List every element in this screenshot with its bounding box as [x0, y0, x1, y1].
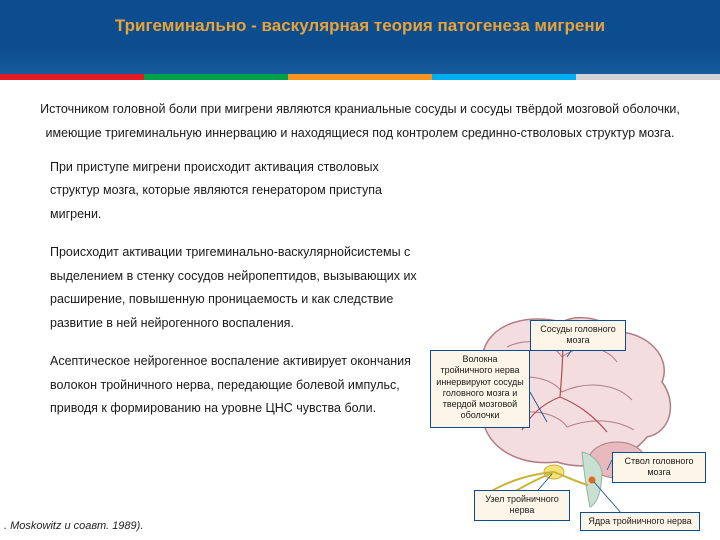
bullet-text: При приступе мигрени происходит активаци…: [50, 160, 382, 222]
stripe-seg: [288, 74, 432, 80]
bullet-item: Асептическое нейрогенное воспаление акти…: [38, 350, 423, 421]
stripe-seg: [576, 74, 720, 80]
label-fibers: Волокна тройничного нерва иннервируют со…: [430, 350, 530, 428]
bullet-item: При приступе мигрени происходит активаци…: [38, 156, 423, 227]
stripe-seg: [144, 74, 288, 80]
bullet-item: Происходит активации тригеминально-васку…: [38, 241, 423, 336]
label-vessels: Сосуды головного мозга: [530, 320, 626, 351]
slide-header: Тригеминально - васкулярная теория патог…: [0, 0, 720, 80]
label-ganglion: Узел тройничного нерва: [474, 490, 570, 521]
intro-text: Источником головной боли при мигрени явл…: [28, 98, 692, 146]
stripe-seg: [0, 74, 144, 80]
citation-text: . Moskowitz и соавт. 1989).: [4, 520, 143, 532]
slide-title: Тригеминально - васкулярная теория патог…: [115, 16, 605, 36]
color-stripe: [0, 74, 720, 80]
bullet-list: При приступе мигрени происходит активаци…: [28, 156, 423, 422]
bullet-text: Асептическое нейрогенное воспаление акти…: [50, 354, 411, 416]
stripe-seg: [432, 74, 576, 80]
bullet-text: Происходит активации тригеминально-васку…: [50, 245, 417, 330]
label-brainstem: Ствол головного мозга: [612, 452, 706, 483]
brain-diagram: Сосуды головного мозга Волокна тройнично…: [412, 302, 712, 532]
label-nuclei: Ядра тройничного нерва: [580, 512, 700, 531]
